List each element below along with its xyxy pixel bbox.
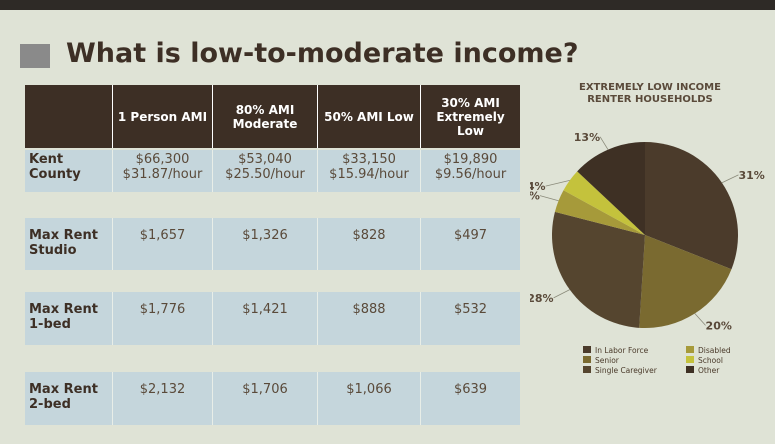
cell: $639 (420, 372, 520, 425)
legend-label: In Labor Force (595, 346, 649, 355)
legend-swatch (583, 366, 591, 373)
legend-swatch (686, 366, 694, 373)
cell: $888 (317, 292, 420, 345)
slice-label: 20% (706, 319, 732, 332)
leader-line (722, 175, 739, 183)
cell-amount: $66,300 (113, 152, 212, 167)
row-label: Max Rent 1-bed (25, 292, 112, 345)
cell-hourly: $31.87/hour (113, 167, 212, 182)
leader-line (695, 314, 706, 326)
slice-label: 4% (530, 180, 546, 193)
legend-label: School (698, 356, 723, 365)
leader-line (554, 290, 570, 298)
cell: $1,326 (212, 218, 317, 270)
title: What is low-to-moderate income? (66, 38, 579, 69)
slice-label: 28% (530, 292, 554, 305)
cell: $2,132 (112, 372, 212, 425)
cell: $1,776 (112, 292, 212, 345)
row-label: Max Rent 2-bed (25, 372, 112, 425)
slice-label: 13% (574, 131, 600, 144)
cell-hourly: $25.50/hour (213, 167, 317, 182)
cell-hourly: $15.94/hour (318, 167, 420, 182)
cell: $828 (317, 218, 420, 270)
cell-hourly: $9.56/hour (421, 167, 520, 182)
leader-line (540, 196, 559, 201)
header-corner (25, 85, 112, 148)
cell: $1,421 (212, 292, 317, 345)
row-label: Kent County (25, 150, 112, 192)
row-label: Max Rent Studio (25, 218, 112, 270)
slice-label: 31% (738, 169, 764, 182)
legend-swatch (583, 356, 591, 363)
cell: $1,657 (112, 218, 212, 270)
legend-swatch (583, 346, 591, 353)
cell-amount: $19,890 (421, 152, 520, 167)
cell: $532 (420, 292, 520, 345)
legend-swatch (686, 346, 694, 353)
column-header: 1 Person AMI (112, 85, 212, 148)
leader-line (546, 180, 570, 186)
cell-amount: $33,150 (318, 152, 420, 167)
top-band (0, 0, 775, 10)
slide: What is low-to-moderate income? 1 Person… (0, 0, 775, 444)
cell: $1,706 (212, 372, 317, 425)
legend-label: Senior (595, 356, 620, 365)
column-header: 30% AMI Extremely Low (420, 85, 520, 148)
leader-line (600, 137, 608, 150)
cell: $19,890$9.56/hour (420, 150, 520, 192)
legend-label: Disabled (698, 346, 731, 355)
legend-swatch (686, 356, 694, 363)
cell: $66,300$31.87/hour (112, 150, 212, 192)
cell: $497 (420, 218, 520, 270)
cell: $1,066 (317, 372, 420, 425)
cell: $33,150$15.94/hour (317, 150, 420, 192)
title-icon (20, 44, 50, 68)
cell: $53,040$25.50/hour (212, 150, 317, 192)
column-header: 50% AMI Low (317, 85, 420, 148)
cell-amount: $53,040 (213, 152, 317, 167)
legend-label: Other (698, 366, 720, 375)
column-header: 80% AMI Moderate (212, 85, 317, 148)
legend-label: Single Caregiver (595, 366, 658, 375)
